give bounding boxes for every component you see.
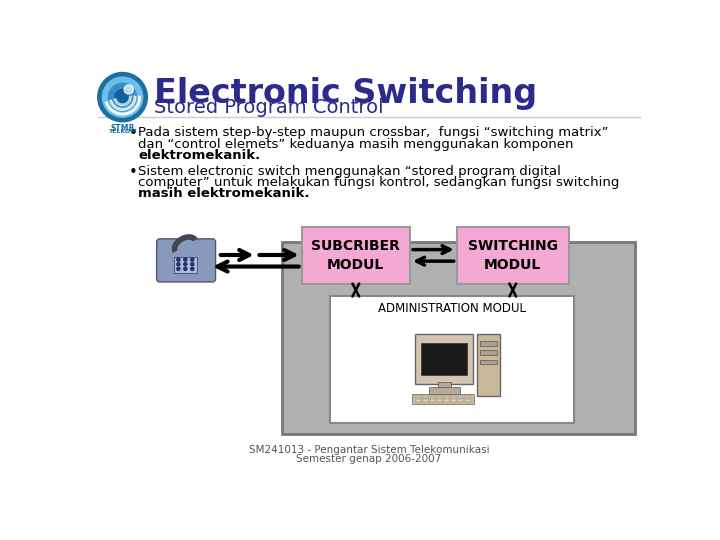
Bar: [480, 360, 498, 365]
Text: ADMINISTRATION MODUL: ADMINISTRATION MODUL: [378, 302, 526, 315]
Text: Sistem electronic switch menggunakan “stored program digital: Sistem electronic switch menggunakan “st…: [138, 165, 561, 178]
Bar: [416, 395, 421, 398]
Circle shape: [114, 90, 130, 105]
Bar: [464, 400, 470, 402]
Text: Pada sistem step-by-step maupun crossbar,  fungsi “switching matrix”: Pada sistem step-by-step maupun crossbar…: [138, 126, 608, 139]
Text: elektromekanik.: elektromekanik.: [138, 148, 261, 162]
Circle shape: [109, 83, 137, 111]
Text: TELKOM: TELKOM: [108, 130, 137, 134]
Bar: [437, 395, 442, 398]
Text: Stored Program Control: Stored Program Control: [153, 98, 383, 117]
Text: Electronic Switching: Electronic Switching: [153, 77, 536, 110]
Bar: [477, 334, 500, 396]
Bar: [451, 400, 456, 402]
Bar: [430, 395, 436, 398]
Bar: [438, 382, 451, 388]
Bar: [458, 400, 463, 402]
Bar: [415, 334, 473, 384]
Circle shape: [177, 262, 180, 266]
Text: computer” untuk melakukan fungsi kontrol, sedangkan fungsi switching: computer” untuk melakukan fungsi kontrol…: [138, 176, 619, 188]
Bar: [429, 387, 460, 394]
Bar: [421, 343, 467, 375]
Circle shape: [177, 267, 180, 271]
Text: SWITCHING
MODUL: SWITCHING MODUL: [468, 239, 558, 272]
Bar: [430, 400, 436, 402]
Circle shape: [191, 262, 194, 266]
Circle shape: [102, 77, 143, 117]
Bar: [458, 395, 463, 398]
Bar: [444, 400, 449, 402]
Text: •: •: [129, 165, 138, 179]
Bar: [412, 394, 474, 403]
Circle shape: [184, 262, 187, 266]
Circle shape: [184, 258, 187, 261]
Text: STMB: STMB: [110, 124, 135, 133]
Text: SUBCRIBER
MODUL: SUBCRIBER MODUL: [311, 239, 400, 272]
Bar: [330, 296, 575, 423]
Circle shape: [98, 72, 148, 122]
Text: SM241013 - Pengantar Sistem Telekomunikasi: SM241013 - Pengantar Sistem Telekomunika…: [248, 445, 490, 455]
Bar: [451, 395, 456, 398]
Bar: [423, 400, 428, 402]
Bar: [480, 341, 498, 346]
Circle shape: [184, 267, 187, 271]
Circle shape: [124, 85, 133, 94]
Text: dan “control elemets” keduanya masih menggunakan komponen: dan “control elemets” keduanya masih men…: [138, 138, 574, 151]
FancyBboxPatch shape: [157, 239, 215, 282]
Bar: [302, 226, 410, 284]
Text: •: •: [129, 126, 138, 141]
Bar: [464, 395, 470, 398]
Circle shape: [191, 267, 194, 271]
Circle shape: [177, 258, 180, 261]
Bar: [444, 395, 449, 398]
Text: Semester genap 2006-2007: Semester genap 2006-2007: [297, 454, 441, 464]
Circle shape: [191, 258, 194, 261]
Bar: [416, 400, 421, 402]
Bar: [282, 242, 635, 434]
Text: masih elektromekanik.: masih elektromekanik.: [138, 187, 310, 200]
Bar: [174, 257, 197, 273]
Bar: [480, 350, 498, 355]
Bar: [437, 400, 442, 402]
Bar: [456, 226, 569, 284]
Bar: [423, 395, 428, 398]
